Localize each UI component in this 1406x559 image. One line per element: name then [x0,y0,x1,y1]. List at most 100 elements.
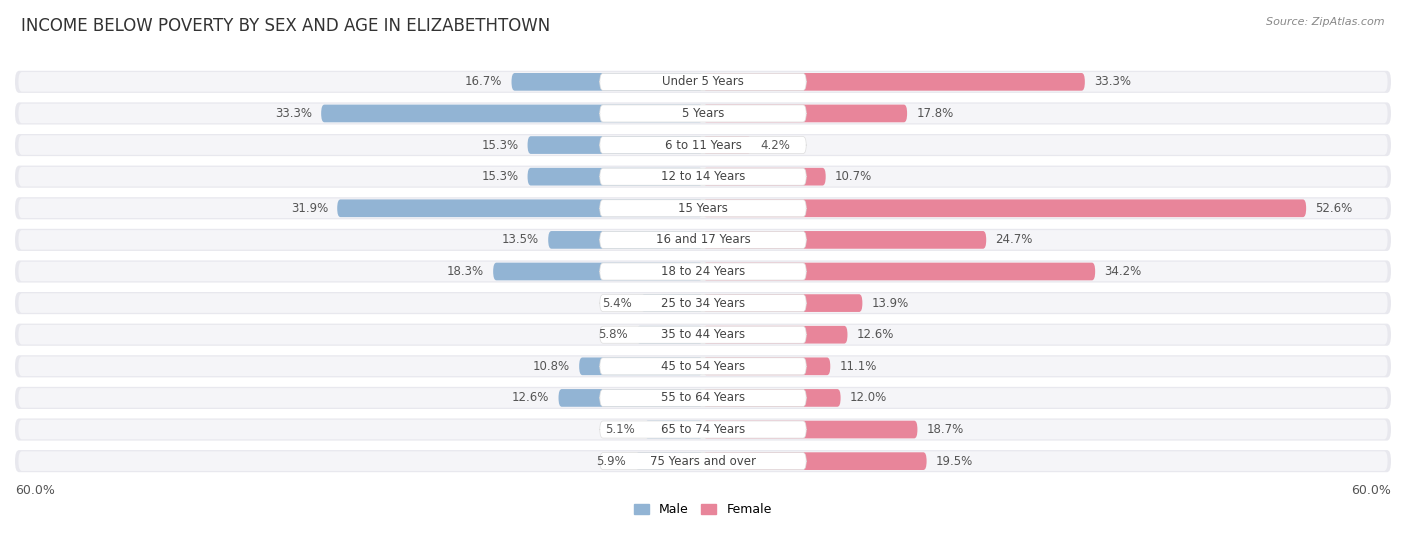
FancyBboxPatch shape [644,421,703,438]
Text: 19.5%: 19.5% [936,454,973,468]
Text: 13.9%: 13.9% [872,297,908,310]
FancyBboxPatch shape [15,324,1391,346]
FancyBboxPatch shape [18,388,1388,408]
FancyBboxPatch shape [600,453,806,470]
FancyBboxPatch shape [548,231,703,249]
Text: 45 to 54 Years: 45 to 54 Years [661,360,745,373]
FancyBboxPatch shape [703,263,1095,281]
Text: 4.2%: 4.2% [761,139,790,151]
FancyBboxPatch shape [558,389,703,407]
FancyBboxPatch shape [703,421,918,438]
FancyBboxPatch shape [637,326,703,344]
FancyBboxPatch shape [703,200,1306,217]
Text: 16 and 17 Years: 16 and 17 Years [655,234,751,247]
Text: 11.1%: 11.1% [839,360,877,373]
FancyBboxPatch shape [703,73,1085,91]
FancyBboxPatch shape [579,357,703,375]
FancyBboxPatch shape [15,356,1391,377]
Text: 5.8%: 5.8% [598,328,627,341]
FancyBboxPatch shape [703,294,862,312]
FancyBboxPatch shape [15,197,1391,219]
Text: 75 Years and over: 75 Years and over [650,454,756,468]
FancyBboxPatch shape [15,260,1391,282]
FancyBboxPatch shape [18,325,1388,344]
FancyBboxPatch shape [18,451,1388,471]
Text: 12.6%: 12.6% [512,391,550,404]
Text: 25 to 34 Years: 25 to 34 Years [661,297,745,310]
FancyBboxPatch shape [641,294,703,312]
FancyBboxPatch shape [703,357,831,375]
FancyBboxPatch shape [15,165,1391,188]
FancyBboxPatch shape [600,136,806,154]
Text: 55 to 64 Years: 55 to 64 Years [661,391,745,404]
Text: 60.0%: 60.0% [1351,484,1391,497]
FancyBboxPatch shape [703,389,841,407]
FancyBboxPatch shape [18,357,1388,376]
FancyBboxPatch shape [600,421,806,438]
FancyBboxPatch shape [18,293,1388,313]
Text: 5.4%: 5.4% [602,297,631,310]
Text: 18.7%: 18.7% [927,423,965,436]
FancyBboxPatch shape [600,263,806,280]
FancyBboxPatch shape [600,326,806,343]
FancyBboxPatch shape [18,167,1388,187]
Text: 12.6%: 12.6% [856,328,894,341]
FancyBboxPatch shape [15,71,1391,93]
Text: 33.3%: 33.3% [1094,75,1130,88]
Text: 5.9%: 5.9% [596,454,626,468]
Text: 12 to 14 Years: 12 to 14 Years [661,170,745,183]
FancyBboxPatch shape [15,387,1391,409]
FancyBboxPatch shape [703,105,907,122]
Text: INCOME BELOW POVERTY BY SEX AND AGE IN ELIZABETHTOWN: INCOME BELOW POVERTY BY SEX AND AGE IN E… [21,17,550,35]
Text: 18.3%: 18.3% [447,265,484,278]
Text: 34.2%: 34.2% [1104,265,1142,278]
Text: Source: ZipAtlas.com: Source: ZipAtlas.com [1267,17,1385,27]
FancyBboxPatch shape [600,200,806,217]
Text: 33.3%: 33.3% [276,107,312,120]
FancyBboxPatch shape [18,230,1388,250]
FancyBboxPatch shape [600,295,806,311]
FancyBboxPatch shape [527,168,703,186]
Text: Under 5 Years: Under 5 Years [662,75,744,88]
FancyBboxPatch shape [703,136,751,154]
FancyBboxPatch shape [18,72,1388,92]
FancyBboxPatch shape [15,229,1391,251]
Text: 35 to 44 Years: 35 to 44 Years [661,328,745,341]
FancyBboxPatch shape [18,262,1388,281]
Text: 15 Years: 15 Years [678,202,728,215]
FancyBboxPatch shape [703,326,848,344]
Text: 15.3%: 15.3% [481,139,519,151]
Text: 52.6%: 52.6% [1316,202,1353,215]
FancyBboxPatch shape [18,103,1388,123]
FancyBboxPatch shape [494,263,703,281]
FancyBboxPatch shape [15,292,1391,314]
Text: 13.5%: 13.5% [502,234,538,247]
Legend: Male, Female: Male, Female [630,498,776,521]
Text: 15.3%: 15.3% [481,170,519,183]
FancyBboxPatch shape [527,136,703,154]
Text: 24.7%: 24.7% [995,234,1033,247]
Text: 31.9%: 31.9% [291,202,328,215]
FancyBboxPatch shape [600,168,806,185]
FancyBboxPatch shape [18,198,1388,218]
Text: 65 to 74 Years: 65 to 74 Years [661,423,745,436]
Text: 10.8%: 10.8% [533,360,569,373]
FancyBboxPatch shape [600,231,806,248]
FancyBboxPatch shape [600,390,806,406]
FancyBboxPatch shape [703,231,986,249]
FancyBboxPatch shape [18,420,1388,439]
FancyBboxPatch shape [15,102,1391,125]
Text: 18 to 24 Years: 18 to 24 Years [661,265,745,278]
FancyBboxPatch shape [600,105,806,122]
Text: 12.0%: 12.0% [849,391,887,404]
Text: 10.7%: 10.7% [835,170,872,183]
FancyBboxPatch shape [703,452,927,470]
Text: 60.0%: 60.0% [15,484,55,497]
Text: 5 Years: 5 Years [682,107,724,120]
FancyBboxPatch shape [703,168,825,186]
FancyBboxPatch shape [15,419,1391,440]
Text: 17.8%: 17.8% [917,107,953,120]
FancyBboxPatch shape [600,358,806,375]
Text: 6 to 11 Years: 6 to 11 Years [665,139,741,151]
FancyBboxPatch shape [15,450,1391,472]
